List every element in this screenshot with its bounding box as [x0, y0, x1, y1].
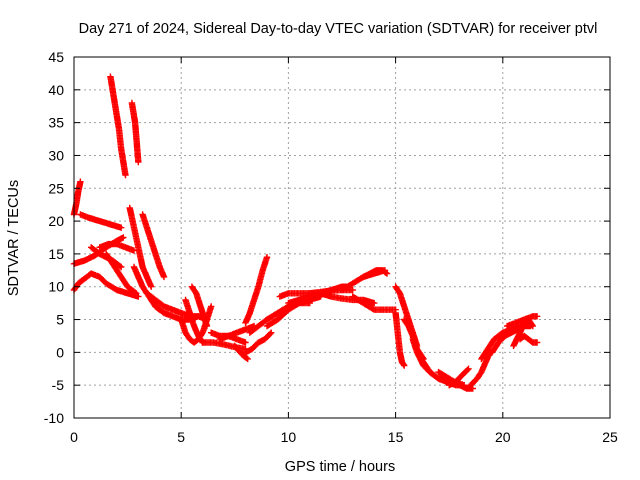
data-point-marks — [96, 240, 138, 254]
series-arc-24 — [242, 329, 275, 356]
data-point-marks — [360, 267, 391, 281]
y-tick-label: 10 — [48, 279, 64, 295]
grid — [74, 57, 610, 418]
y-tick-label: 40 — [48, 82, 64, 98]
y-tick-label: 5 — [56, 312, 64, 328]
data-point-marks — [77, 211, 125, 231]
y-tick-label: 20 — [48, 213, 64, 229]
data-point-marks — [188, 283, 211, 330]
y-tick-label: 45 — [48, 49, 64, 65]
data-point-marks — [349, 293, 399, 313]
series-arc-45 — [510, 316, 536, 349]
data-point-marks — [510, 316, 536, 349]
x-tick-label: 25 — [602, 429, 618, 445]
data-point-marks — [516, 332, 541, 346]
y-tick-label: 35 — [48, 115, 64, 131]
series-arc-11 — [126, 204, 155, 290]
data-marks — [70, 73, 541, 392]
data-point-marks — [79, 270, 142, 300]
series-arc-18 — [188, 283, 211, 330]
y-tick-label: 0 — [56, 344, 64, 360]
x-axis-title: GPS time / hours — [285, 459, 395, 475]
series-arc-32 — [360, 267, 391, 281]
series-arc-26 — [263, 293, 324, 330]
series-arc-23 — [242, 254, 271, 326]
series-arc-10 — [128, 99, 142, 166]
data-point-marks — [128, 99, 142, 166]
data-point-marks — [182, 296, 206, 346]
plot-frame — [73, 56, 611, 419]
series-arc-7 — [96, 240, 138, 254]
x-tick-label: 10 — [281, 429, 297, 445]
data-point-marks — [126, 204, 155, 290]
y-axis-title: SDTVAR / TECUs — [6, 180, 22, 296]
data-point-marks — [103, 250, 140, 297]
axis-ticks: 0 5 10 15 20 25 -10 -5 0 5 10 15 20 25 30 35 40 45 — [44, 49, 618, 445]
data-point-marks — [467, 349, 494, 389]
x-tick-label: 20 — [495, 429, 511, 445]
data-point-marks — [216, 322, 258, 343]
series-arc-31 — [349, 293, 399, 313]
series-arc-44 — [516, 332, 541, 346]
series-arc-8 — [107, 73, 129, 179]
data-point-marks — [392, 309, 408, 369]
series-arc-40 — [467, 349, 494, 389]
chart-title: Day 271 of 2024, Sidereal Day-to-day VTE… — [79, 21, 598, 37]
series-arc-1 — [70, 178, 84, 218]
data-point-marks — [231, 342, 251, 363]
y-tick-label: 25 — [48, 180, 64, 196]
y-tick-label: 30 — [48, 147, 64, 163]
series-arc-21 — [216, 322, 258, 343]
series-arc-39 — [446, 365, 472, 389]
series-arc-12 — [139, 211, 168, 281]
data-point-marks — [446, 365, 472, 389]
series-arc-34 — [392, 309, 408, 369]
series-arc-22 — [231, 342, 251, 363]
x-tick-label: 15 — [388, 429, 404, 445]
data-point-marks — [139, 211, 168, 281]
data-point-marks — [242, 329, 275, 356]
y-tick-label: -10 — [44, 410, 64, 426]
series-arc-17 — [182, 296, 206, 346]
y-tick-label: 15 — [48, 246, 64, 262]
series-arc-9 — [103, 250, 140, 297]
data-point-marks — [242, 254, 271, 326]
x-tick-label: 0 — [70, 429, 78, 445]
series-arc-5 — [79, 270, 142, 300]
x-tick-label: 5 — [177, 429, 185, 445]
y-tick-label: -5 — [52, 377, 65, 393]
data-point-marks — [70, 178, 84, 218]
data-point-marks — [107, 73, 129, 179]
series-arc-4 — [77, 211, 125, 231]
data-point-marks — [263, 293, 324, 330]
